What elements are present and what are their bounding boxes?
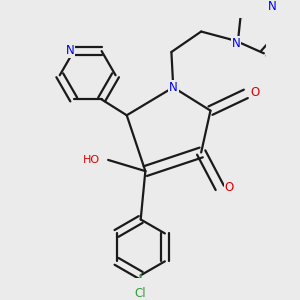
Text: Cl: Cl — [134, 287, 146, 300]
Text: O: O — [250, 85, 260, 98]
Text: O: O — [224, 181, 234, 194]
Text: N: N — [169, 81, 178, 94]
Text: N: N — [66, 44, 74, 57]
Text: HO: HO — [82, 155, 100, 165]
Text: N: N — [268, 0, 277, 13]
Text: N: N — [232, 37, 240, 50]
